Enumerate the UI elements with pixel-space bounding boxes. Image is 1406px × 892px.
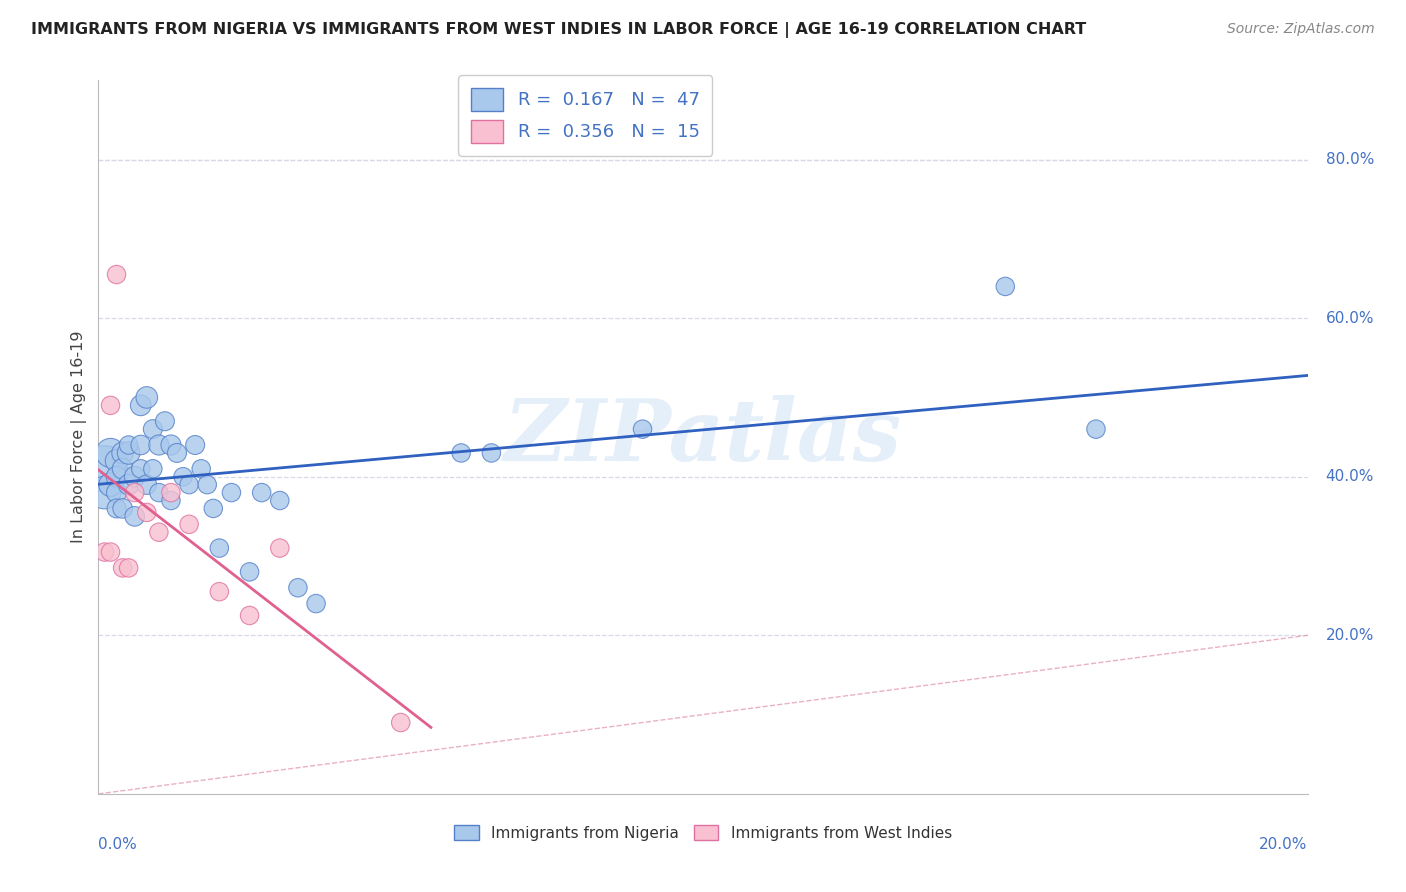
Text: 60.0%: 60.0% (1326, 310, 1374, 326)
Point (208, 584, 231, 599)
Point (93, 485, 115, 500)
Point (208, 541, 231, 555)
Point (481, 446, 503, 460)
Text: Source: ZipAtlas.com: Source: ZipAtlas.com (1227, 22, 1375, 37)
Point (105, 485, 128, 500)
Point (124, 469, 146, 483)
Point (239, 565, 262, 579)
Point (631, 422, 654, 436)
Point (190, 462, 212, 476)
Point (100, 398, 122, 412)
Point (129, 438, 152, 452)
Point (148, 525, 170, 540)
Legend: Immigrants from Nigeria, Immigrants from West Indies: Immigrants from Nigeria, Immigrants from… (449, 819, 957, 847)
Point (105, 469, 128, 483)
Point (142, 462, 165, 476)
Point (239, 608, 262, 623)
Point (111, 462, 134, 476)
Point (160, 438, 183, 452)
Text: 20.0%: 20.0% (1326, 628, 1374, 643)
Point (118, 477, 141, 491)
Point (389, 715, 412, 730)
Text: 80.0%: 80.0% (1326, 152, 1374, 167)
Point (994, 279, 1017, 293)
Point (153, 414, 176, 428)
Point (1085, 422, 1108, 436)
Point (172, 469, 194, 483)
Point (100, 545, 122, 559)
Point (111, 561, 134, 575)
Point (124, 485, 146, 500)
Point (184, 438, 207, 452)
Point (148, 485, 170, 500)
Point (93, 545, 115, 559)
Point (142, 422, 165, 436)
Point (135, 391, 157, 405)
Point (100, 477, 122, 491)
Point (105, 268, 128, 282)
Point (269, 493, 291, 508)
Text: IMMIGRANTS FROM NIGERIA VS IMMIGRANTS FROM WEST INDIES IN LABOR FORCE | AGE 16-1: IMMIGRANTS FROM NIGERIA VS IMMIGRANTS FR… (31, 22, 1087, 38)
Point (105, 501, 128, 516)
Point (135, 505, 157, 519)
Text: ZIPatlas: ZIPatlas (503, 395, 903, 479)
Point (100, 446, 122, 460)
Point (124, 509, 146, 524)
Point (118, 446, 141, 460)
Point (118, 561, 141, 575)
Text: 20.0%: 20.0% (1260, 838, 1308, 853)
Point (450, 446, 472, 460)
Point (118, 438, 141, 452)
Point (135, 477, 157, 491)
Point (179, 477, 201, 491)
Point (129, 398, 152, 412)
Point (305, 597, 328, 611)
Point (202, 501, 225, 516)
Text: 40.0%: 40.0% (1326, 469, 1374, 484)
Point (287, 581, 309, 595)
Y-axis label: In Labor Force | Age 16-19: In Labor Force | Age 16-19 (72, 331, 87, 543)
Text: 0.0%: 0.0% (98, 838, 138, 853)
Point (179, 517, 201, 532)
Point (129, 462, 152, 476)
Point (93, 462, 115, 476)
Point (105, 454, 128, 468)
Point (195, 477, 218, 491)
Point (160, 485, 183, 500)
Point (111, 446, 134, 460)
Point (269, 541, 291, 555)
Point (221, 485, 243, 500)
Point (166, 446, 188, 460)
Point (111, 501, 134, 516)
Point (250, 485, 273, 500)
Point (160, 493, 183, 508)
Point (148, 438, 170, 452)
